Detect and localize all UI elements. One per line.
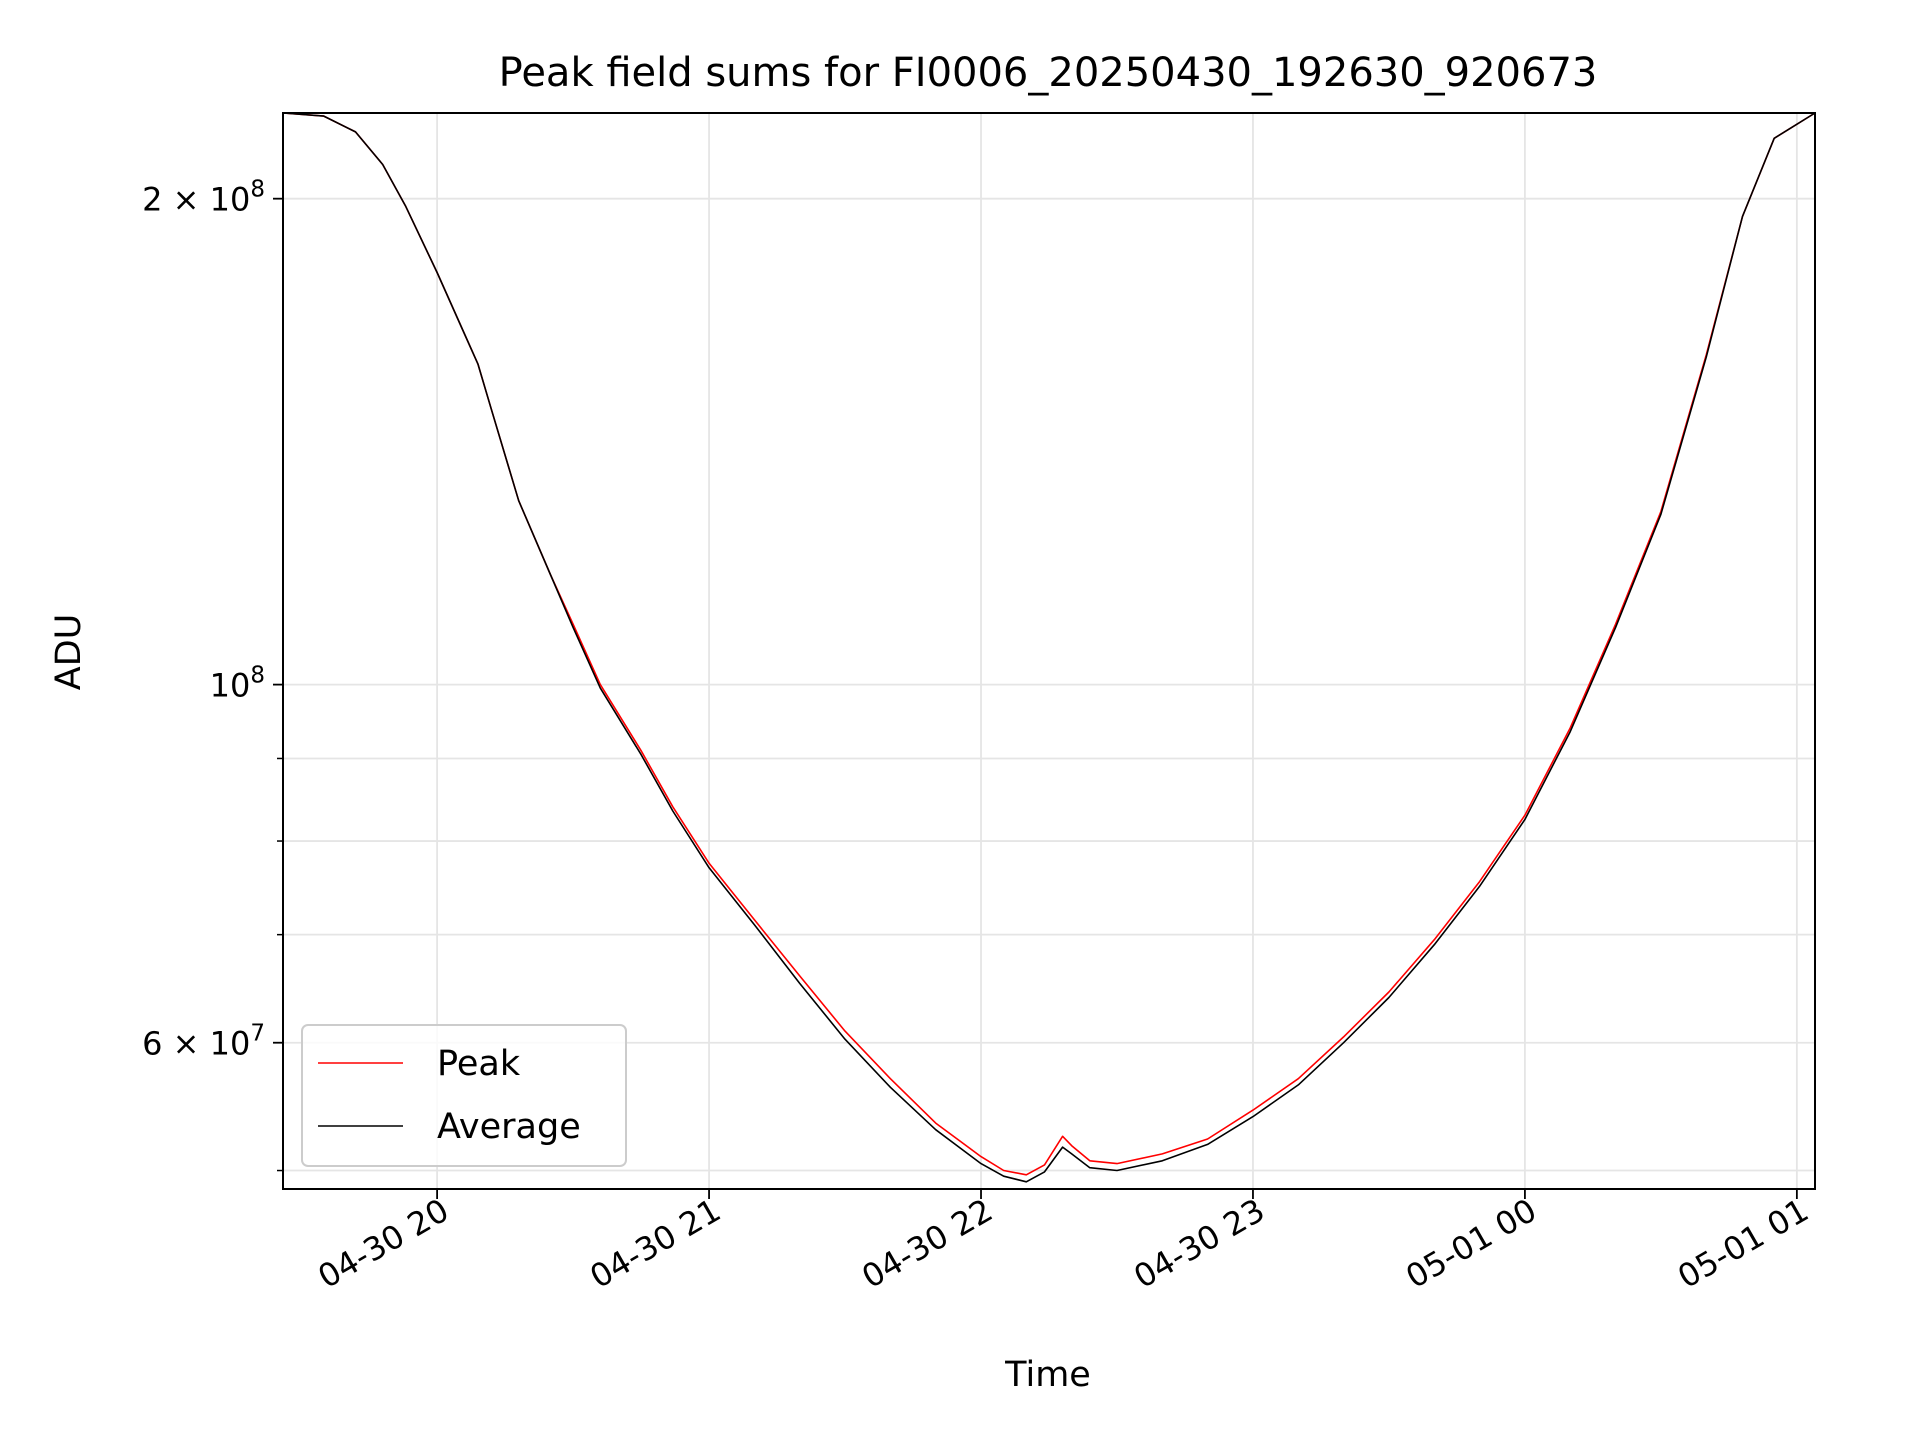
legend: Peak Average [301, 1024, 627, 1167]
chart-title: Peak field sums for FI0006_20250430_1926… [499, 50, 1598, 96]
y-tick-label: 108 [210, 663, 265, 705]
legend-label-average: Average [437, 1107, 581, 1147]
y-axis-label: ADU [49, 614, 89, 691]
plot-area-frame [282, 112, 1816, 1190]
series-line-average [282, 112, 1816, 1183]
x-axis-label: Time [1004, 1355, 1091, 1395]
legend-box [301, 1024, 627, 1167]
series-layer [282, 112, 1816, 1183]
y-tick-label: 2 × 108 [142, 177, 265, 219]
legend-label-peak: Peak [437, 1044, 521, 1084]
y-tick-label: 6 × 107 [142, 1021, 265, 1063]
